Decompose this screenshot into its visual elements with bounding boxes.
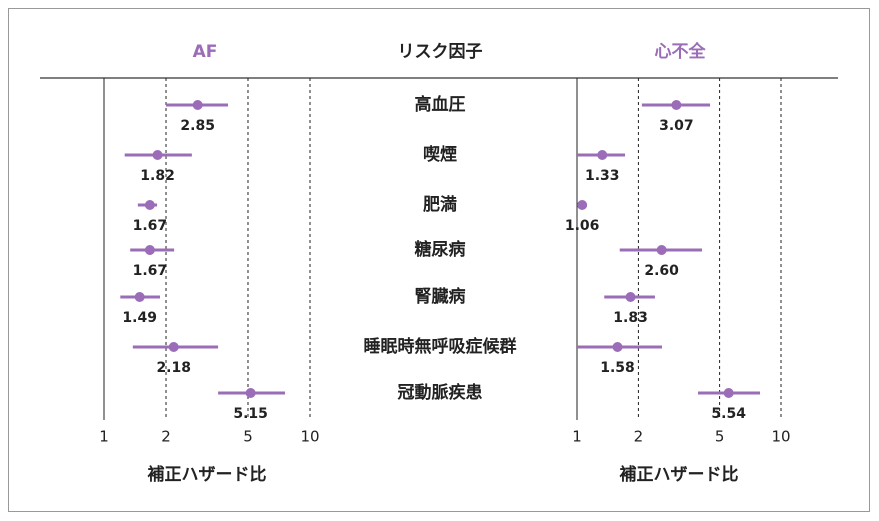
x-tick-label: 5 [715, 428, 725, 446]
value-label: 1.06 [565, 218, 600, 234]
value-label: 1.67 [133, 218, 168, 234]
x-tick-label: 1 [572, 428, 582, 446]
value-label: 1.33 [585, 168, 620, 184]
value-label: 2.85 [180, 118, 215, 134]
point-estimate [134, 292, 145, 302]
category-label: 高血圧 [415, 94, 466, 115]
point-estimate [192, 100, 203, 110]
point-estimate [597, 150, 608, 160]
value-label: 5.15 [233, 406, 268, 422]
point-estimate [152, 150, 163, 160]
category-label: 糖尿病 [415, 239, 466, 260]
x-tick-label: 5 [243, 428, 253, 446]
value-label: 1.67 [133, 263, 168, 279]
point-estimate [144, 200, 155, 210]
value-label: 1.83 [613, 310, 648, 326]
category-label: 肥満 [423, 194, 457, 215]
value-label: 1.82 [140, 168, 175, 184]
x-tick-label: 10 [771, 428, 790, 446]
x-axis-label: 補正ハザード比 [147, 464, 267, 485]
x-tick-label: 10 [300, 428, 319, 446]
point-estimate [168, 342, 179, 352]
value-label: 3.07 [659, 118, 694, 134]
panel-title: 心不全 [655, 41, 707, 62]
x-tick-label: 2 [634, 428, 644, 446]
value-label: 1.49 [122, 310, 157, 326]
category-label: 腎臓病 [415, 286, 466, 307]
point-estimate [723, 388, 734, 398]
category-label: 喫煙 [423, 145, 457, 165]
point-estimate [577, 200, 588, 210]
point-estimate [656, 245, 667, 255]
x-axis-label: 補正ハザード比 [619, 464, 739, 485]
value-label: 1.58 [600, 360, 635, 376]
point-estimate [245, 388, 256, 398]
x-tick-label: 2 [161, 428, 171, 446]
x-tick-label: 1 [99, 428, 109, 446]
point-estimate [625, 292, 636, 302]
frame [8, 8, 870, 512]
category-label: 冠動脈疾患 [398, 382, 483, 403]
panel-title: AF [193, 42, 218, 62]
value-label: 2.18 [156, 360, 191, 376]
column-header: リスク因子 [398, 42, 483, 62]
point-estimate [612, 342, 623, 352]
category-label: 睡眠時無呼吸症候群 [364, 336, 517, 357]
point-estimate [144, 245, 155, 255]
value-label: 2.60 [644, 263, 679, 279]
value-label: 5.54 [711, 406, 746, 422]
point-estimate [671, 100, 682, 110]
